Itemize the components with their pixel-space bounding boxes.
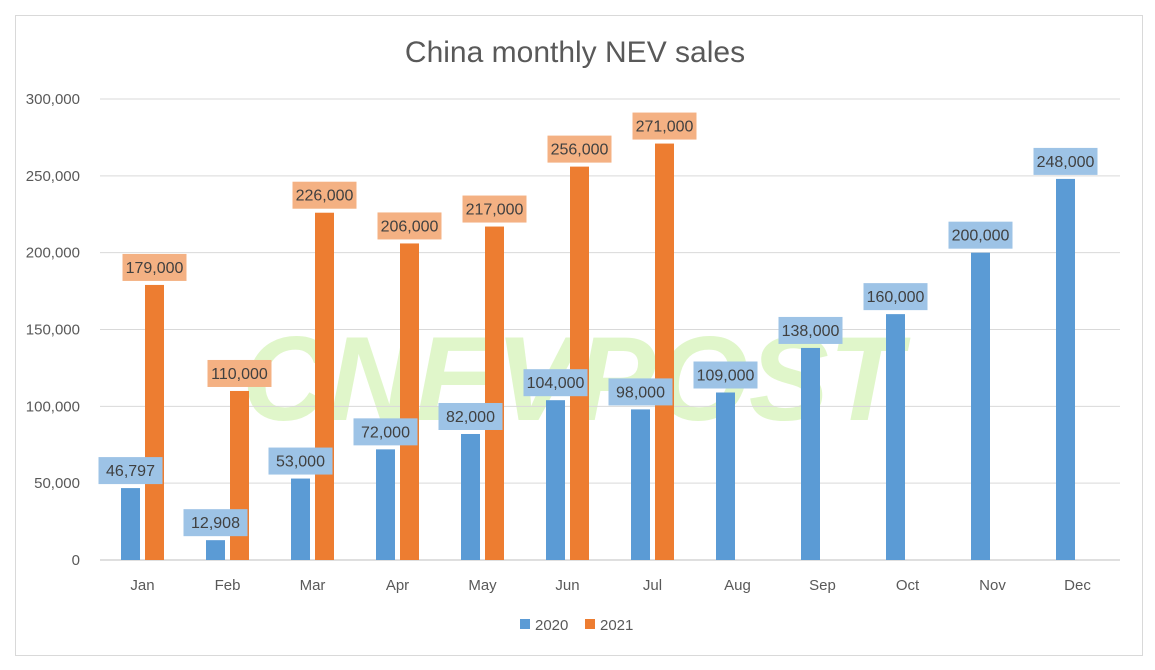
data-label-box <box>693 361 758 389</box>
y-tick-label: 300,000 <box>26 91 80 108</box>
data-label: 98,000 <box>616 384 665 401</box>
data-label: 160,000 <box>867 289 925 306</box>
data-label: 248,000 <box>1037 154 1095 171</box>
x-tick-label: Nov <box>979 577 1006 594</box>
legend-swatch-2020 <box>520 619 530 629</box>
legend-label-2020: 2020 <box>535 617 568 634</box>
x-tick-label: Jun <box>555 577 579 594</box>
data-label: 109,000 <box>697 368 755 385</box>
data-label: 46,797 <box>106 463 155 480</box>
x-tick-label: Jul <box>643 577 662 594</box>
data-label: 217,000 <box>466 202 524 219</box>
data-label-box <box>438 402 503 430</box>
data-label-box <box>523 369 588 397</box>
legend-swatch-2021 <box>585 619 595 629</box>
data-label: 206,000 <box>381 218 439 235</box>
bar-2020-May <box>461 433 480 560</box>
bar-2021-Jun <box>570 166 589 560</box>
data-label-box <box>1033 147 1098 175</box>
data-label: 271,000 <box>636 119 694 136</box>
x-tick-label: Sep <box>809 577 836 594</box>
data-label-box <box>462 195 527 223</box>
bar-2021-May <box>485 226 504 560</box>
x-tick-label: Feb <box>215 577 241 594</box>
y-tick-label: 0 <box>72 552 80 569</box>
data-label-box <box>632 112 697 140</box>
data-label-box <box>547 135 612 163</box>
bar-2020-Mar <box>291 478 310 560</box>
data-label-box <box>353 418 418 446</box>
bar-2020-Dec <box>1056 178 1075 560</box>
bar-2021-Apr <box>400 243 419 561</box>
data-label: 12,908 <box>191 515 240 532</box>
data-label: 72,000 <box>361 424 410 441</box>
data-label: 179,000 <box>126 260 184 277</box>
bar-2021-Jul <box>655 143 674 560</box>
data-label-box <box>292 181 357 209</box>
x-tick-label: May <box>468 577 497 594</box>
data-label: 256,000 <box>551 142 609 159</box>
data-label-box <box>377 212 442 240</box>
y-tick-label: 50,000 <box>34 475 80 492</box>
bar-2020-Feb <box>206 540 225 560</box>
y-tick-label: 250,000 <box>26 168 80 185</box>
data-label-box <box>207 359 272 387</box>
data-label-box <box>122 253 187 281</box>
bar-2020-Jan <box>121 488 140 560</box>
bar-2020-Sep <box>801 347 820 560</box>
bar-2020-Jun <box>546 400 565 560</box>
bar-2021-Jan <box>145 284 164 560</box>
bar-2021-Mar <box>315 212 334 561</box>
data-label-box <box>778 316 843 344</box>
bar-2020-Aug <box>716 392 735 560</box>
data-label: 138,000 <box>782 323 840 340</box>
legend-label-2021: 2021 <box>600 617 633 634</box>
x-tick-label: Mar <box>300 577 326 594</box>
data-label: 82,000 <box>446 409 495 426</box>
data-label-box <box>863 283 928 311</box>
bar-2020-Nov <box>971 252 990 560</box>
y-tick-label: 100,000 <box>26 398 80 415</box>
y-tick-label: 150,000 <box>26 322 80 339</box>
bar-2020-Jul <box>631 409 650 560</box>
data-label: 104,000 <box>527 375 585 392</box>
x-tick-label: Dec <box>1064 577 1091 594</box>
data-label-box <box>948 221 1013 249</box>
chart-title: China monthly NEV sales <box>405 36 745 69</box>
x-tick-label: Oct <box>896 577 920 594</box>
x-tick-label: Apr <box>386 577 409 594</box>
data-label-box <box>608 378 673 406</box>
bar-2020-Oct <box>886 314 905 560</box>
data-label-box <box>98 457 163 485</box>
data-label: 200,000 <box>952 228 1010 245</box>
y-tick-label: 200,000 <box>26 245 80 262</box>
data-label: 226,000 <box>296 188 354 205</box>
bar-2020-Apr <box>376 449 395 560</box>
x-tick-label: Aug <box>724 577 751 594</box>
data-label: 110,000 <box>211 366 268 383</box>
data-label-box <box>268 447 333 475</box>
x-tick-label: Jan <box>130 577 154 594</box>
data-label: 53,000 <box>276 454 325 471</box>
data-label-box <box>183 509 248 537</box>
